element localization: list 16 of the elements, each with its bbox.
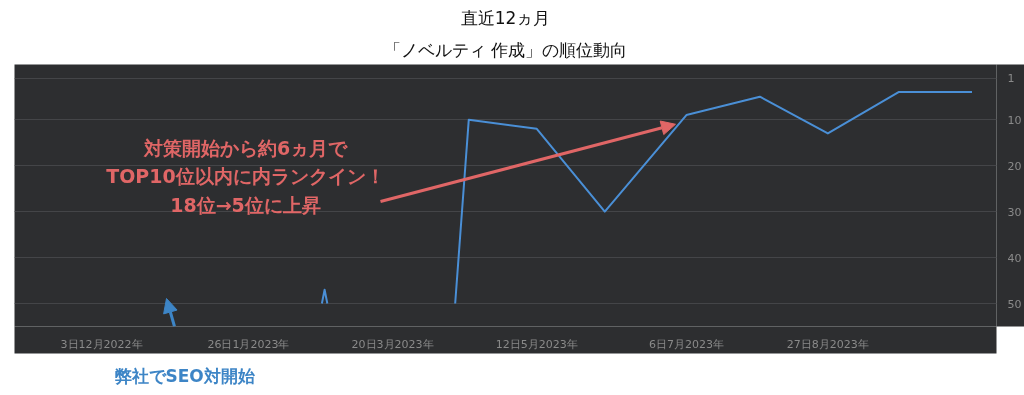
annotation: 対策開始から約6ヵ月で TOP10位以内に内ランクイン！ 18位→5位に上昇 [106, 136, 385, 217]
text: 弊社でSEO対開始 [114, 365, 256, 386]
x-tick-label: 20日3月2023年 [351, 337, 434, 351]
y-tick-label: 40 [1007, 251, 1022, 265]
y-tick-label: 10 [1007, 113, 1022, 127]
y-tick-label: 1 [1007, 72, 1015, 86]
y-tick-label: 30 [1007, 205, 1022, 219]
x-tick-label: 26日1月2023年 [207, 337, 290, 351]
chart-subtitle: 「ノベルティ 作成」の順位動向 [383, 39, 628, 60]
x-tick-label: 3日12月2022年 [60, 337, 143, 351]
y-tick-label: 20 [1007, 159, 1022, 173]
chart-title: 直近12ヵ月 [460, 7, 551, 28]
x-tick-label: 27日8月2023年 [786, 337, 869, 351]
x-tick-label: 6日7月2023年 [648, 337, 724, 351]
y-tick-label: 50 [1007, 297, 1022, 311]
x-tick-label: 12日5月2023年 [495, 337, 578, 351]
